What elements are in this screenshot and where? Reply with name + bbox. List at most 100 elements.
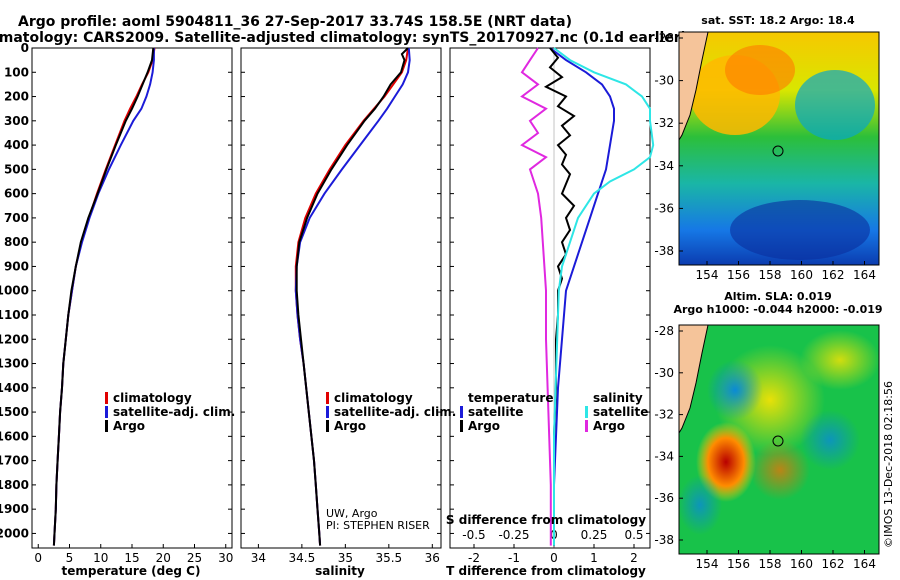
legend-swatch-climatology	[326, 392, 329, 404]
legend-swatch-argo	[105, 420, 108, 432]
legend-swatch-argo	[326, 420, 329, 432]
legend-label-climatology: climatology	[113, 391, 192, 405]
depth-tick-label: 200	[4, 90, 29, 104]
sst-map-frame	[678, 31, 880, 266]
x-tick-label: 5	[66, 551, 74, 565]
map-lon-label: 160	[790, 268, 813, 282]
x-tick-label: 36	[425, 551, 440, 565]
depth-tick-label: 700	[4, 211, 29, 225]
depth-tick-label: 1100	[0, 308, 29, 322]
x-tick-label: -1	[508, 551, 520, 565]
credit-line-1: UW, Argo	[326, 507, 378, 520]
legend-label-argo: Argo	[334, 419, 366, 433]
map-lon-label: 160	[790, 557, 813, 571]
depth-tick-label: 1200	[0, 332, 29, 346]
map-lon-label: 158	[759, 268, 782, 282]
x-tick-label: 0	[34, 551, 42, 565]
depth-tick-label: 0	[21, 41, 29, 55]
depth-tick-label: 800	[4, 235, 29, 249]
series-line-temperature-argo	[543, 47, 576, 546]
series-line-temperature-satellite	[549, 47, 615, 546]
temperature-xlabel: temperature (deg C)	[62, 564, 201, 578]
warm-core	[725, 45, 795, 95]
sdiff-tick-label: -0.5	[462, 528, 485, 542]
legend-label-t-satellite: satellite	[468, 405, 523, 419]
map-lat-label: -30	[654, 366, 674, 380]
tdiff-xlabel: T difference from climatology	[446, 564, 646, 578]
legend-label-satellite: satellite-adj. clim.	[113, 405, 235, 419]
depth-tick-label: 1300	[0, 357, 29, 371]
map-lat-label: -34	[654, 449, 674, 463]
legend-swatch-satellite	[105, 406, 108, 418]
series-line-argo	[52, 47, 155, 546]
legend-label-s-argo: Argo	[593, 419, 625, 433]
depth-axis: 0 100 200 300 400 500 600 700 800 900 1000 1100 1200…	[0, 41, 650, 540]
depth-tick-label: 1800	[0, 478, 29, 492]
x-tick-label: 34	[251, 551, 266, 565]
x-tick-label: 2	[630, 551, 638, 565]
legend-swatch-s-argo	[585, 420, 588, 432]
x-tick-label: 30	[218, 551, 233, 565]
x-tick-label: 15	[124, 551, 139, 565]
map-lat-label: -38	[654, 533, 674, 547]
sla-map-frame	[678, 324, 880, 555]
x-tick-label: -2	[468, 551, 480, 565]
legend-label-argo: Argo	[113, 419, 145, 433]
depth-tick-label: 1900	[0, 502, 29, 516]
plot-layer: 0 5 10 15 20 25 30 34 34.5 35 35.5 36 -2 -1 0 1 2 -0.5 -0.…	[34, 47, 655, 565]
sla-low-2	[800, 410, 860, 470]
map-lon-label: 164	[853, 268, 876, 282]
depth-tick-label: 2000	[0, 526, 29, 540]
depth-tick-label: 400	[4, 138, 29, 152]
x-tick-label: 0	[550, 551, 558, 565]
map-lat-label: -32	[654, 116, 674, 130]
map-lat-label: -38	[654, 244, 674, 258]
legend-label-t-argo: Argo	[468, 419, 500, 433]
depth-tick-label: 1700	[0, 454, 29, 468]
map-lat-label: -32	[654, 408, 674, 422]
sla-map-title-2: Argo h1000: -0.044 h2000: -0.019	[673, 303, 882, 316]
x-tick-label: 35	[338, 551, 353, 565]
map-lon-label: 156	[727, 268, 750, 282]
credit-line-2: PI: STEPHEN RISER	[326, 519, 430, 532]
legend-swatch-t-satellite	[460, 406, 463, 418]
x-tick-label: 20	[156, 551, 171, 565]
depth-tick-label: 900	[4, 259, 29, 273]
legend-swatch-climatology	[105, 392, 108, 404]
x-tick-label: 35.5	[375, 551, 402, 565]
salinity-panel-frame	[240, 47, 442, 549]
difference-legend: temperature satellite Argo salinity sate…	[460, 391, 648, 433]
sla-high-2	[800, 330, 880, 390]
legend-title-salinity: salinity	[593, 391, 643, 405]
series-line-argo	[295, 47, 409, 546]
map-lon-label: 154	[696, 557, 719, 571]
sdiff-tick-label: -0.25	[498, 528, 529, 542]
salinity-xlabel: salinity	[315, 564, 365, 578]
depth-tick-label: 100	[4, 65, 29, 79]
float-position-marker	[772, 435, 784, 447]
depth-tick-label: 1000	[0, 284, 29, 298]
legend-swatch-satellite	[326, 406, 329, 418]
cool-region	[795, 70, 875, 140]
sla-high-3	[750, 440, 810, 500]
legend-swatch-s-satellite	[585, 406, 588, 418]
series-line-salinity-satellite	[553, 47, 655, 546]
header-line-2: Climatology: CARS2009. Satellite-adjuste…	[0, 30, 687, 46]
temperature-legend: climatology satellite-adj. clim. Argo	[105, 391, 235, 433]
depth-tick-label: 300	[4, 114, 29, 128]
map-lon-label: 162	[822, 268, 845, 282]
series-line-salinity-argo	[520, 47, 552, 546]
map-lat-label: -28	[654, 31, 674, 45]
salinity-legend: climatology satellite-adj. clim. Argo	[326, 391, 456, 433]
legend-label-climatology: climatology	[334, 391, 413, 405]
sdiff-tick-label: 0.25	[581, 528, 608, 542]
legend-label-satellite: satellite-adj. clim.	[334, 405, 456, 419]
x-tick-label: 34.5	[289, 551, 316, 565]
map-lon-label: 162	[822, 557, 845, 571]
float-position-marker	[772, 145, 784, 157]
x-tick-label: 25	[187, 551, 202, 565]
watermark: ©IMOS 13-Dec-2018 02:18:56	[882, 381, 895, 548]
header-line-1: Argo profile: aoml 5904811_36 27-Sep-201…	[18, 14, 572, 30]
sla-map-title-1: Altim. SLA: 0.019	[724, 290, 831, 303]
